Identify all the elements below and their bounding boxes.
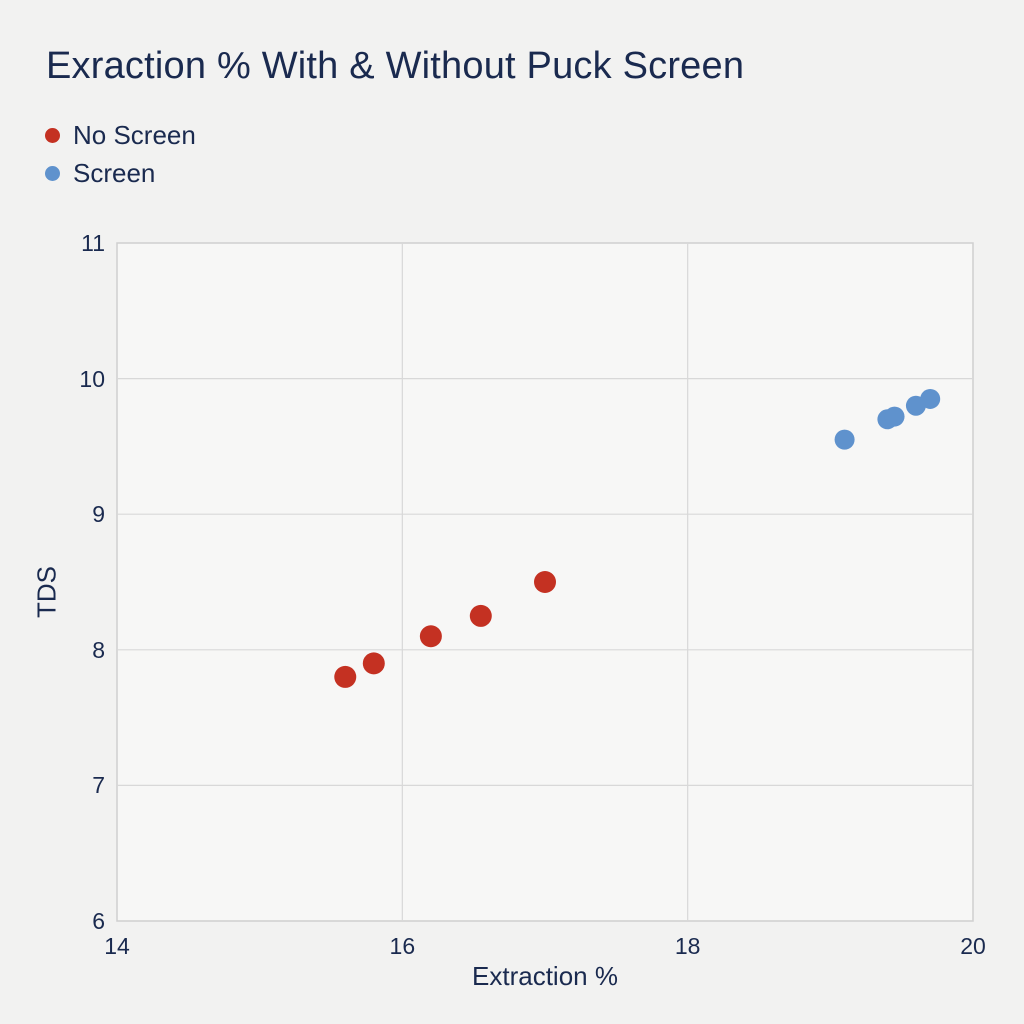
- y-tick-label: 11: [81, 230, 105, 256]
- data-point-no-screen: [534, 571, 556, 593]
- x-tick-label: 14: [104, 933, 130, 959]
- data-point-no-screen: [334, 665, 357, 688]
- data-point-screen: [834, 429, 855, 450]
- x-axis-title: Extraction %: [472, 961, 618, 991]
- legend-dot-icon: [45, 165, 60, 181]
- x-tick-label: 18: [674, 933, 701, 959]
- x-tick-label: 16: [389, 933, 416, 959]
- legend-label: Screen: [73, 157, 156, 188]
- y-tick-label: 10: [79, 365, 105, 392]
- y-tick-label: 9: [92, 501, 105, 528]
- data-point-no-screen: [419, 625, 442, 648]
- legend: No Screen Screen: [45, 116, 196, 192]
- legend-dot-icon: [45, 127, 60, 143]
- y-tick-label: 6: [92, 908, 105, 934]
- legend-item-no-screen: No Screen: [45, 116, 196, 154]
- y-axis-title: TDS: [31, 566, 62, 618]
- chart-title: Exraction % With & Without Puck Screen: [46, 45, 745, 87]
- y-tick-label: 8: [92, 636, 105, 663]
- legend-item-screen: Screen: [45, 154, 196, 192]
- data-point-no-screen: [362, 652, 385, 675]
- x-tick-label: 20: [960, 933, 986, 959]
- legend-label: No Screen: [73, 119, 196, 150]
- data-point-screen: [920, 388, 941, 409]
- data-point-no-screen: [469, 604, 492, 627]
- y-tick-label: 7: [92, 772, 105, 799]
- data-point-screen: [884, 406, 905, 427]
